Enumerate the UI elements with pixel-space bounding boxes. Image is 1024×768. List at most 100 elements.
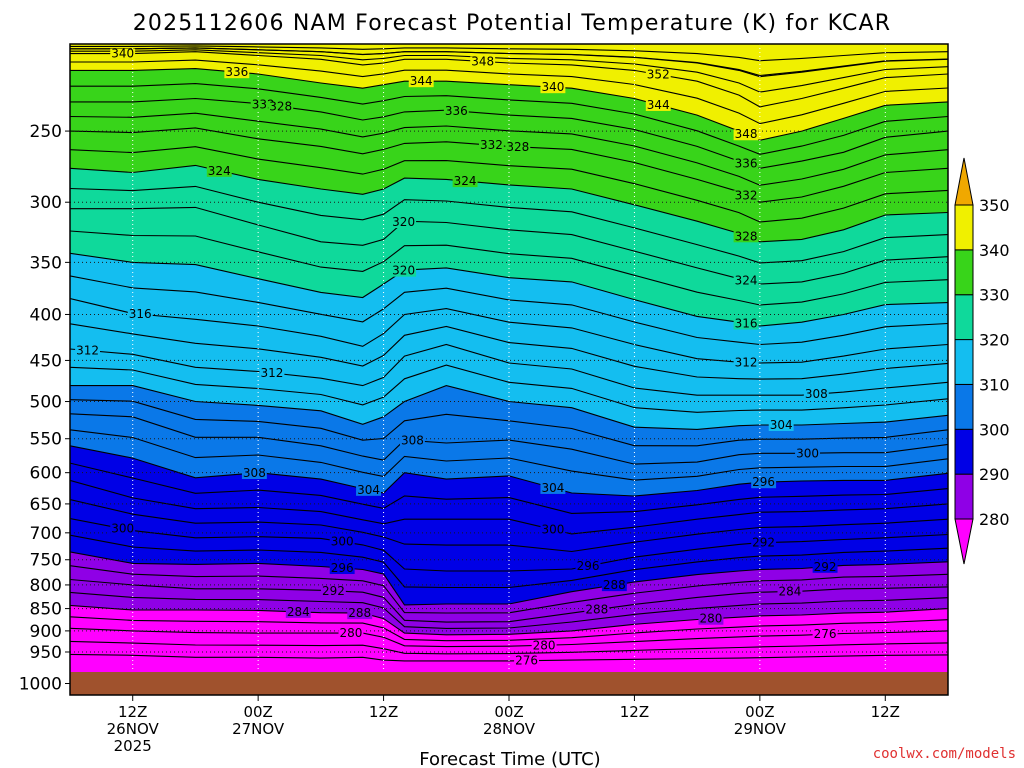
colorbar-label: 290 — [979, 465, 1010, 484]
contour-label: 280 — [340, 626, 363, 640]
contour-label-bg — [347, 608, 373, 620]
y-tick-label: 550 — [30, 430, 62, 450]
contour-label-bg — [601, 580, 627, 592]
colorbar-band-340 — [954, 204, 974, 251]
colorbar-label: 340 — [979, 241, 1010, 260]
contour-label: 296 — [331, 561, 354, 575]
isentrope-346 — [70, 51, 948, 108]
contour-label-bg — [733, 231, 759, 243]
contour-label: 336 — [445, 104, 468, 118]
isentrope-292 — [70, 534, 948, 589]
colorbar-band-350 — [954, 157, 974, 206]
contour-label: 292 — [322, 584, 345, 598]
chart-title: 2025112606 NAM Forecast Potential Temper… — [133, 11, 892, 36]
contour-label-bg — [751, 537, 777, 549]
x-tick-label: 29NOV — [734, 720, 787, 738]
y-tick-label: 700 — [30, 524, 62, 544]
contour-label: 288 — [348, 606, 371, 620]
x-tick-label: 00Z — [494, 703, 523, 721]
contour-label: 332 — [735, 188, 758, 202]
contour-label: 324 — [735, 274, 758, 288]
isentrope-322 — [70, 252, 948, 327]
colorbar-band-300 — [954, 383, 974, 430]
x-tick-label: 28NOV — [483, 720, 536, 738]
isentrope-324 — [70, 230, 948, 306]
y-axis: 2503003504004505005506006507007508008509… — [19, 122, 70, 695]
x-tick-label: 27NOV — [232, 720, 285, 738]
y-tick-label: 750 — [30, 551, 62, 571]
contour-label: 276 — [814, 627, 837, 641]
contour-label: 300 — [331, 535, 354, 549]
contour-label-bg — [338, 628, 364, 640]
contour-label: 300 — [111, 522, 134, 536]
y-tick-label: 300 — [30, 193, 62, 213]
colorbar-band-330 — [954, 249, 974, 296]
contour-label-bg — [110, 523, 136, 535]
contour-label-bg — [356, 484, 381, 496]
contour-label-bg — [733, 190, 759, 202]
contour-label-bg — [206, 165, 232, 177]
x-tick-label: 12Z — [620, 703, 649, 721]
isentrope-278 — [70, 627, 948, 648]
contour-label-bg — [250, 99, 276, 111]
contour-label: 328 — [735, 229, 758, 243]
isentrope-282 — [70, 604, 948, 636]
contour-label: 320 — [392, 264, 415, 278]
ground-fill — [70, 672, 948, 695]
contour-label-bg — [75, 345, 101, 357]
isentrope-276 — [70, 640, 948, 655]
contour-label: 336 — [735, 157, 758, 171]
x-tick-label: 12Z — [118, 703, 147, 721]
contour-label: 332 — [480, 138, 503, 152]
colorbar-label: 320 — [979, 331, 1010, 350]
contour-label: 340 — [111, 47, 134, 61]
contour-label-bg — [531, 640, 557, 652]
contour-label-bg — [408, 76, 434, 88]
contour-label-bg — [259, 368, 285, 380]
contour-label-bg — [733, 158, 759, 170]
contour-label-bg — [224, 67, 250, 79]
y-tick-label: 400 — [30, 305, 62, 325]
contour-label: 316 — [735, 316, 758, 330]
isentrope-298 — [70, 479, 948, 535]
contour-label-bg — [575, 560, 601, 572]
contour-label-bg — [329, 563, 355, 575]
contour-label: 300 — [796, 446, 819, 460]
contour-label-bg — [733, 357, 759, 369]
colorbar-band-310 — [954, 339, 974, 385]
y-tick-label: 350 — [30, 253, 62, 273]
contour-label-bg — [514, 655, 540, 667]
contour-label: 288 — [603, 578, 626, 592]
contour-label: 292 — [814, 560, 837, 574]
contour-label: 312 — [76, 343, 99, 357]
isentrope-296 — [70, 498, 948, 553]
colorbar: 280 290 300 310 320 330 340 350 — [954, 157, 1010, 565]
contour-label-bg — [478, 140, 504, 152]
contour-label-bg — [399, 435, 425, 447]
contour-label: 336 — [225, 65, 248, 79]
colorbar-label: 310 — [979, 375, 1010, 394]
contour-label: 324 — [208, 164, 231, 178]
credit-text[interactable]: coolwx.com/models — [873, 746, 1016, 762]
contour-label-bg — [443, 106, 469, 118]
contour-label: 320 — [392, 215, 415, 229]
contour-label-bg — [812, 629, 838, 641]
contour-label: 280 — [699, 612, 722, 626]
x-tick-label: 12Z — [871, 703, 900, 721]
y-tick-label: 950 — [30, 643, 62, 663]
contour-label-bg — [733, 275, 759, 287]
contour-label-bg — [777, 586, 803, 598]
contour-label: 308 — [401, 434, 424, 448]
contour-label-bg — [268, 101, 294, 113]
contour-label: 344 — [647, 98, 670, 112]
contour-label: 348 — [471, 54, 494, 68]
y-tick-label: 850 — [30, 600, 62, 620]
contour-label: 300 — [541, 523, 564, 537]
contour-label-bg — [645, 99, 671, 111]
y-tick-label: 650 — [30, 495, 62, 515]
isentrope-upper-1 — [70, 47, 948, 78]
contour-label-bg — [645, 69, 671, 81]
contour-label: 280 — [533, 638, 556, 652]
y-tick-label: 450 — [30, 351, 62, 371]
